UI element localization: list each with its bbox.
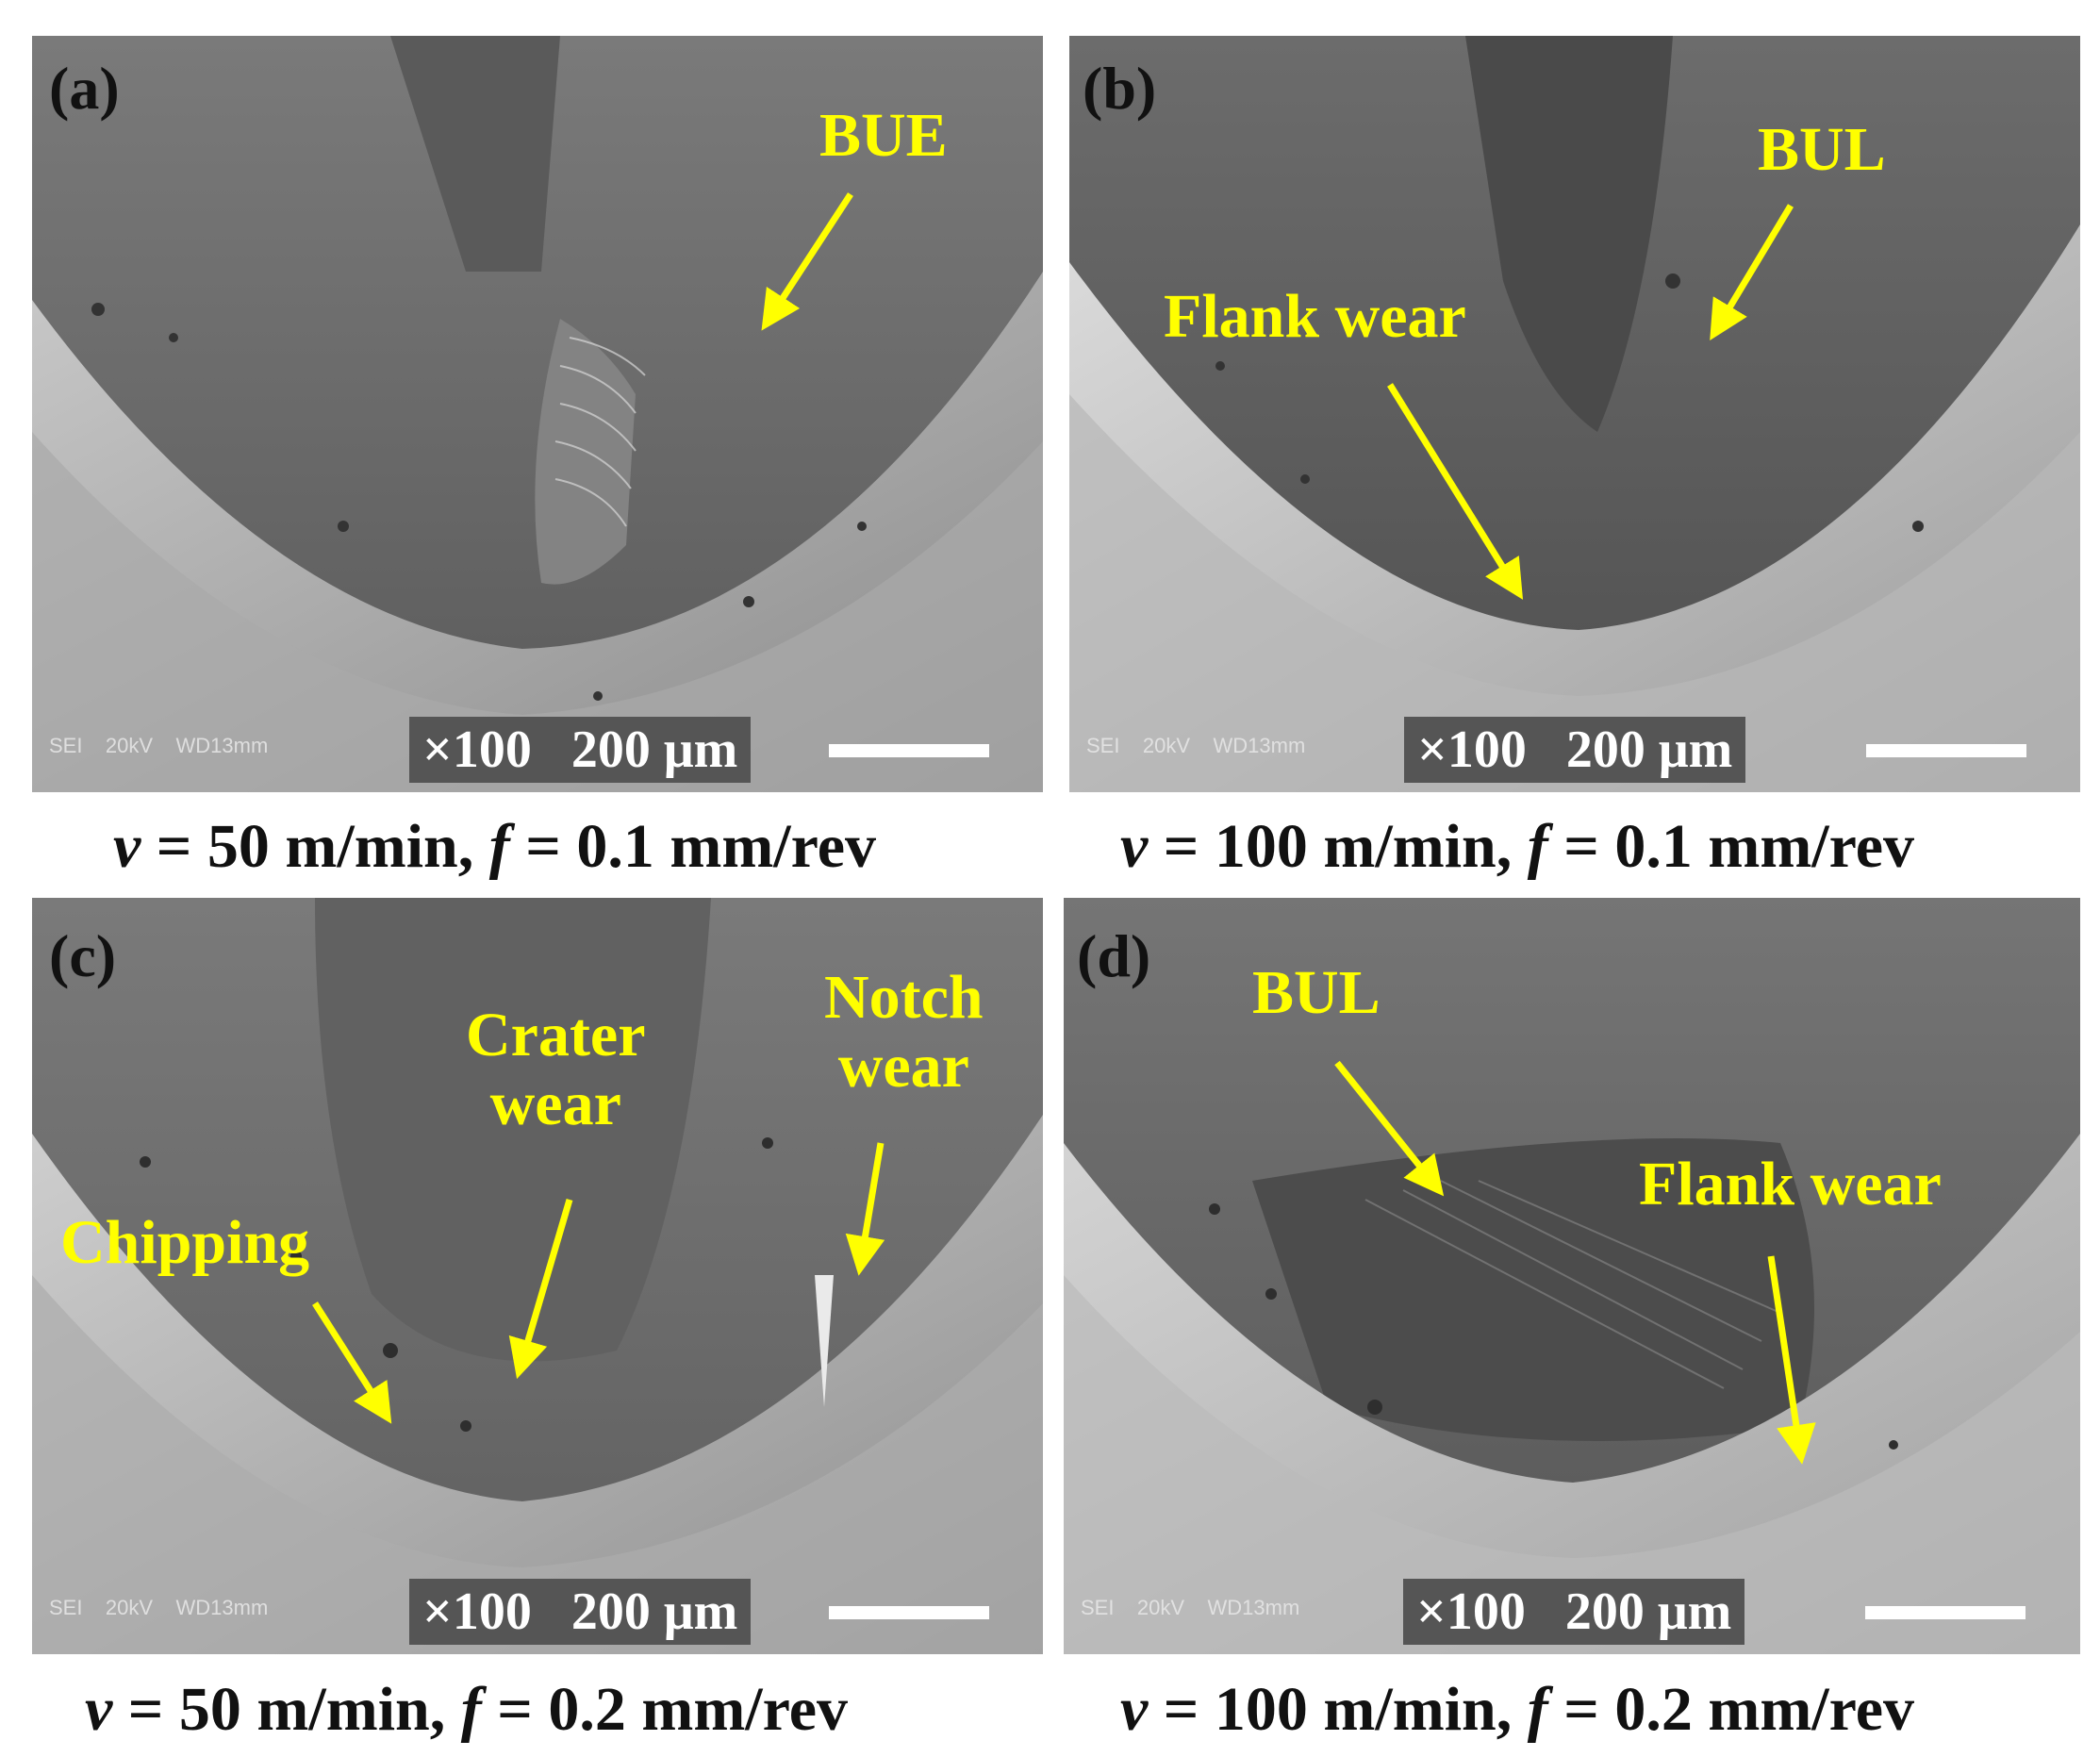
- sem-panel-b: (b) BUL Flank wear SEI 20kV WD13mm ×100 …: [1069, 36, 2080, 792]
- sem-panel-c: (c) Crater wear Notch wear Chipping SEI 20…: [32, 898, 1043, 1654]
- scale-info-d: ×100 200 μm: [1403, 1579, 1745, 1645]
- magnification-c: ×100: [422, 1583, 532, 1641]
- magnification-d: ×100: [1416, 1583, 1526, 1641]
- magnification-a: ×100: [422, 721, 532, 779]
- magnification-b: ×100: [1417, 721, 1527, 779]
- annotation-flank-wear-d: Flank wear: [1639, 1150, 1942, 1218]
- scale-info-c: ×100 200 μm: [409, 1579, 752, 1645]
- caption-a: v = 50 m/min, f = 0.1 mm/rev: [113, 812, 877, 881]
- annotation-bul-b: BUL: [1758, 115, 1886, 184]
- sem-meta-c: SEI 20kV WD13mm: [49, 1596, 269, 1619]
- caption-b: v = 100 m/min, f = 0.1 mm/rev: [1120, 812, 1915, 881]
- panel-label-a: (a): [49, 55, 120, 122]
- scale-text-a: 200 μm: [570, 721, 738, 779]
- scale-text-b: 200 μm: [1565, 721, 1733, 779]
- scale-text-d: 200 μm: [1564, 1583, 1732, 1641]
- sem-meta-a: SEI 20kV WD13mm: [49, 734, 269, 757]
- scale-bar-c: [829, 1606, 989, 1619]
- scale-info-a: ×100 200 μm: [409, 717, 752, 783]
- sem-image-c: [32, 898, 1043, 1654]
- panel-label-c: (c): [49, 922, 117, 989]
- scale-text-c: 200 μm: [570, 1583, 738, 1641]
- caption-c: v = 50 m/min, f = 0.2 mm/rev: [85, 1675, 849, 1744]
- scale-bar-b: [1866, 744, 2026, 757]
- sem-image-a: [32, 36, 1043, 792]
- sem-panel-a: (a) BUE SEI 20kV WD13mm ×100 200 μm: [32, 36, 1043, 792]
- annotation-notch-wear: Notch wear: [824, 963, 984, 1101]
- annotation-bue: BUE: [819, 101, 948, 170]
- panel-label-b: (b): [1083, 55, 1157, 122]
- scale-bar-a: [829, 744, 989, 757]
- sem-panel-d: (d) BUL Flank wear SEI 20kV WD13mm ×100 …: [1064, 898, 2080, 1654]
- sem-meta-b: SEI 20kV WD13mm: [1086, 734, 1306, 757]
- scale-bar-d: [1865, 1606, 2026, 1619]
- scale-info-b: ×100 200 μm: [1404, 717, 1746, 783]
- annotation-flank-wear-b: Flank wear: [1164, 282, 1466, 351]
- annotation-bul-d: BUL: [1252, 958, 1381, 1027]
- sem-meta-d: SEI 20kV WD13mm: [1081, 1596, 1300, 1619]
- sem-image-b: [1069, 36, 2080, 792]
- sem-image-d: [1064, 898, 2080, 1654]
- caption-d: v = 100 m/min, f = 0.2 mm/rev: [1120, 1675, 1915, 1744]
- annotation-crater-wear: Crater wear: [466, 1001, 646, 1138]
- panel-label-d: (d): [1077, 922, 1151, 989]
- annotation-chipping: Chipping: [60, 1208, 310, 1277]
